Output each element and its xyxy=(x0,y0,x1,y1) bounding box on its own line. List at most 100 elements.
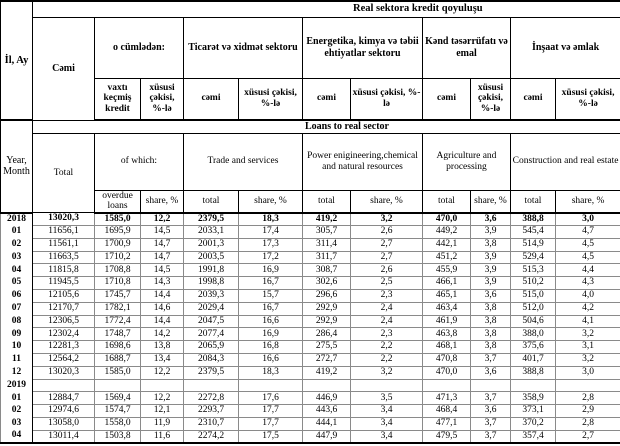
table-row: 08 12306,5 1772,4 14,4 2047,5 16,6 292,9 2,4 461… xyxy=(0,314,620,329)
value-cell: 455,9 xyxy=(422,263,471,278)
value-cell: 470,0 xyxy=(422,365,471,380)
value-cell: 442,1 xyxy=(422,237,471,252)
value-cell: 3,6 xyxy=(470,365,511,380)
value-cell: 15,7 xyxy=(238,289,303,303)
value-cell: 311,4 xyxy=(302,237,351,252)
value-cell: 292,9 xyxy=(302,314,351,329)
value-cell: 12,2 xyxy=(140,212,184,227)
value-cell xyxy=(238,378,303,393)
value-cell: 477,1 xyxy=(422,417,471,431)
value-cell: 3,7 xyxy=(470,429,511,444)
group-header-construction-en: Construction and real estate xyxy=(509,132,620,191)
table-row: 03 11663,5 1710,2 14,7 2003,5 17,2 311,7 2,7 451… xyxy=(0,250,620,265)
value-cell: 311,7 xyxy=(302,250,351,265)
value-cell: 13058,0 xyxy=(32,417,95,431)
value-cell: 14,7 xyxy=(140,237,184,252)
value-cell: 2272,8 xyxy=(183,391,239,406)
value-cell: 16,6 xyxy=(238,314,303,329)
value-cell: 2,7 xyxy=(350,237,423,252)
value-cell: 13020,3 xyxy=(32,365,95,380)
value-cell: 12281,3 xyxy=(32,340,95,355)
az-sub-row: vaxtı keçmiş kredit xüsusi çəkisi, %-lə … xyxy=(1,77,620,121)
col-header-overdue-share-en: share, % xyxy=(140,189,184,214)
value-cell: 13,8 xyxy=(140,340,184,355)
value-cell: 1698,6 xyxy=(94,340,141,355)
value-cell: 308,7 xyxy=(302,263,351,278)
az-section-title: Real sektora kredit qoyuluşu xyxy=(31,0,620,18)
value-cell: 4,1 xyxy=(554,314,620,329)
value-cell: 11561,1 xyxy=(32,237,95,252)
value-cell: 2,8 xyxy=(554,391,620,406)
value-cell: 1710,2 xyxy=(94,250,141,265)
value-cell: 11,9 xyxy=(140,417,184,431)
col-header-energy-total-az: cəmi xyxy=(302,77,351,121)
value-cell: 358,9 xyxy=(510,391,556,406)
value-cell: 12,2 xyxy=(140,391,184,406)
value-cell: 3,8 xyxy=(470,237,511,252)
value-cell: 515,0 xyxy=(510,289,556,303)
col-header-total-az: Cəmi xyxy=(32,16,95,121)
value-cell: 12974,6 xyxy=(32,404,95,418)
row-label: 2018 xyxy=(0,212,33,226)
value-cell: 479,5 xyxy=(422,429,471,444)
table-row: 10 12281,3 1698,6 13,8 2065,9 16,8 275,5 2,2 468… xyxy=(0,340,620,355)
value-cell: 3,4 xyxy=(350,429,423,444)
value-cell xyxy=(140,378,184,393)
value-cell: 2,7 xyxy=(350,250,423,265)
row-label-header-az: İl, Ay xyxy=(0,0,33,121)
value-cell: 1772,4 xyxy=(94,314,141,329)
value-cell: 468,4 xyxy=(422,404,471,418)
group-header-trade-az: Ticarət və xidmət sektoru xyxy=(183,16,303,79)
value-cell: 4,2 xyxy=(554,301,620,316)
value-cell: 388,8 xyxy=(510,212,556,227)
value-cell: 1585,0 xyxy=(94,365,141,380)
value-cell: 3,8 xyxy=(470,327,511,342)
row-label: 03 xyxy=(0,417,33,431)
value-cell: 3,6 xyxy=(470,289,511,303)
value-cell: 3,6 xyxy=(470,404,511,418)
value-cell xyxy=(422,378,471,393)
value-cell: 3,7 xyxy=(470,391,511,406)
value-cell: 3,8 xyxy=(470,301,511,316)
value-cell: 466,1 xyxy=(422,276,471,291)
value-cell: 3,9 xyxy=(470,276,511,291)
value-cell: 17,6 xyxy=(238,391,303,406)
group-header-energy-en: Power enigineering,chemical and natural … xyxy=(302,132,423,191)
value-cell: 3,0 xyxy=(554,365,620,380)
value-cell: 3,2 xyxy=(554,327,620,342)
value-cell xyxy=(470,378,511,393)
col-header-overdue-share-az: xüsusi çəkisi, %-lə xyxy=(140,77,184,121)
value-cell: 13,4 xyxy=(140,353,184,367)
row-label-header-en: Year, Month xyxy=(0,119,33,214)
col-header-trade-total-az: cəmi xyxy=(183,77,239,121)
value-cell: 370,2 xyxy=(510,417,556,431)
row-label: 07 xyxy=(0,302,33,316)
value-cell: 3,2 xyxy=(350,212,423,227)
value-cell: 12105,6 xyxy=(32,289,95,303)
row-label: 04 xyxy=(0,263,33,277)
value-cell: 2029,4 xyxy=(183,301,239,316)
col-header-agriculture-total-en: total xyxy=(422,189,471,214)
value-cell: 16,7 xyxy=(238,301,303,316)
value-cell: 14,2 xyxy=(140,327,184,342)
en-sub-row: overdue loans share, % total share, % to… xyxy=(1,189,620,214)
value-cell: 2,4 xyxy=(350,314,423,329)
group-header-of-which-az: o cümlədən: xyxy=(94,16,184,79)
value-cell: 302,6 xyxy=(302,276,351,291)
value-cell: 4,5 xyxy=(554,250,620,265)
col-header-trade-share-az: xüsusi çəkisi, %-lə xyxy=(238,77,303,121)
col-header-overdue-az: vaxtı keçmiş kredit xyxy=(94,77,141,121)
value-cell: 3,7 xyxy=(470,353,511,367)
value-cell: 470,8 xyxy=(422,353,471,367)
group-header-construction-az: İnşaat və əmlak xyxy=(509,16,620,79)
value-cell: 18,3 xyxy=(238,212,303,227)
table-row: 07 12170,7 1782,1 14,6 2029,4 16,7 292,9 2,4 463… xyxy=(0,301,620,316)
row-label: 02 xyxy=(0,404,33,418)
value-cell: 2084,3 xyxy=(183,353,239,367)
table-row: 02 12974,6 1574,7 12,1 2293,7 17,7 443,6 3,4 468… xyxy=(0,404,620,418)
value-cell: 1574,7 xyxy=(94,404,141,418)
value-cell: 463,8 xyxy=(422,327,471,342)
value-cell: 1782,1 xyxy=(94,301,141,316)
value-cell: 461,9 xyxy=(422,314,471,329)
value-cell: 515,3 xyxy=(510,263,556,278)
